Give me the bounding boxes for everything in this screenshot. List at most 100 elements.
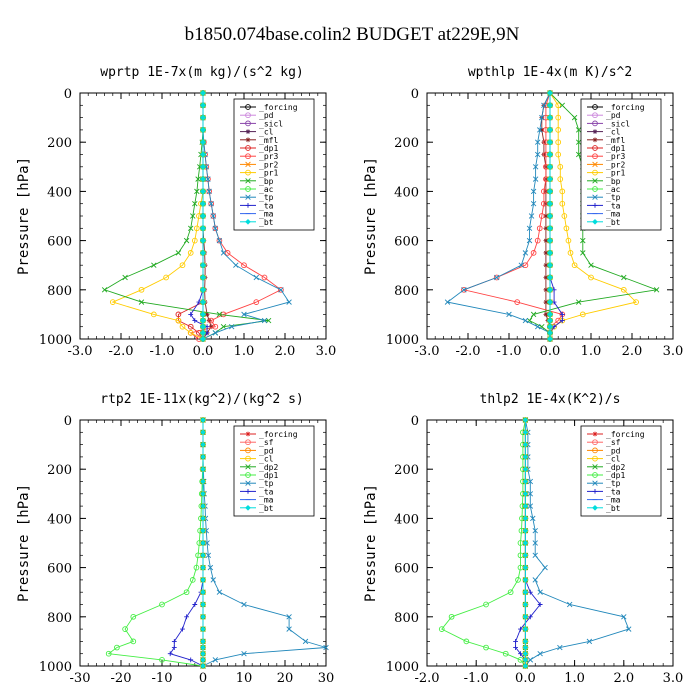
y-tick-label: 400 (394, 512, 419, 527)
data-point (547, 127, 553, 133)
data-point (528, 213, 535, 219)
legend-label: _bp (606, 177, 621, 186)
data-point (200, 250, 206, 256)
data-point (537, 127, 543, 133)
data-point (532, 552, 538, 559)
y-tick-label: 800 (47, 284, 72, 299)
legend-label: _ma (606, 496, 621, 505)
data-point (189, 577, 196, 583)
data-point (191, 237, 198, 244)
data-point (588, 262, 594, 268)
legend-label: _cl (259, 455, 274, 464)
data-point (438, 626, 445, 632)
data-point (522, 503, 529, 509)
legend-label: _bt (259, 504, 274, 513)
legend-marker (245, 203, 251, 208)
y-tick-label: 200 (394, 463, 419, 478)
data-point (547, 151, 553, 158)
legend-marker (245, 161, 251, 168)
data-point (620, 286, 627, 293)
legend: _forcing_sf_pd_cl_dp2_dp1_tp_ta_ma_bt (233, 425, 315, 517)
data-point (547, 114, 553, 121)
data-point (557, 644, 563, 651)
data-point (493, 274, 500, 281)
legend-marker (592, 129, 598, 134)
y-tick-label: 200 (47, 136, 72, 151)
legend-label: _bt (259, 218, 274, 227)
y-tick-label: 400 (394, 185, 419, 200)
series-tp (444, 90, 553, 342)
data-point (184, 614, 189, 620)
legend-entry: _cl (240, 455, 274, 464)
legend-entry: _sicl (587, 119, 630, 128)
data-point (105, 650, 112, 657)
data-point (200, 613, 206, 620)
legend-entry: _dp1 (587, 144, 625, 153)
data-point (278, 287, 284, 293)
legend-entry: _ac (240, 185, 274, 194)
data-point (200, 490, 206, 497)
data-point (261, 317, 268, 324)
data-point (200, 323, 206, 330)
data-point (200, 503, 206, 509)
data-point (575, 151, 582, 158)
legend-marker (245, 169, 251, 176)
legend-marker (592, 439, 598, 446)
data-point (208, 324, 214, 330)
y-tick-label: 0 (411, 414, 419, 429)
data-point (543, 287, 549, 293)
data-point (547, 176, 553, 182)
data-point (507, 589, 514, 596)
data-point (101, 287, 108, 293)
legend-entry: _forcing (240, 103, 298, 112)
data-point (522, 317, 529, 324)
data-point (530, 200, 537, 207)
series-pr1 (547, 90, 639, 342)
legend-box (580, 425, 662, 517)
data-point (543, 250, 549, 256)
legend: _forcing_sf_pd_cl_dp2_dp1_tp_ta_ma_bt (580, 425, 662, 517)
data-point (555, 139, 562, 146)
data-point (167, 651, 173, 657)
data-point (502, 650, 509, 657)
legend-marker (245, 480, 251, 486)
data-point (542, 564, 548, 571)
data-point (200, 657, 206, 663)
legend-entry: _dp1 (240, 471, 278, 480)
x-tick-label: -10 (152, 671, 173, 686)
data-point (200, 564, 206, 571)
legend-label: _mfl (259, 136, 278, 145)
legend-marker (592, 203, 598, 208)
x-tick-label: 2.0 (622, 344, 643, 359)
legend-entry: _bp (240, 177, 274, 186)
legend-marker (245, 431, 251, 437)
legend-label: _dp1 (259, 471, 278, 480)
x-tick-label: 20 (277, 671, 294, 686)
chart-panel-3: rtp2 1E-11x(kg^2)/(kg^2 s) Pressure [hPa]… (16, 392, 334, 686)
legend-entry: _ma (587, 496, 621, 505)
data-point (566, 601, 573, 608)
legend-entry: _cl (587, 128, 621, 137)
data-point (530, 250, 537, 256)
data-point (543, 213, 549, 219)
data-point (580, 237, 586, 244)
legend-entry: _pr3 (587, 152, 625, 161)
data-point (200, 213, 206, 219)
y-tick-label: 1000 (386, 333, 419, 348)
data-point (265, 317, 272, 324)
data-point (518, 651, 523, 657)
data-point (522, 515, 529, 522)
data-point (565, 237, 572, 244)
x-tick-label: 1.0 (564, 671, 585, 686)
data-point (200, 90, 206, 96)
y-axis-label: Pressure [hPa] (16, 484, 32, 602)
panel-title: rtp2 1E-11x(kg^2)/(kg^2 s) (100, 392, 304, 407)
data-point (532, 176, 539, 182)
y-tick-label: 800 (394, 284, 419, 299)
data-point (522, 589, 529, 596)
data-point (522, 552, 529, 559)
legend-entry: _dp2 (240, 463, 278, 472)
legend-label: _sf (259, 438, 274, 447)
data-point (571, 114, 578, 121)
x-tick-label: 30 (318, 671, 335, 686)
